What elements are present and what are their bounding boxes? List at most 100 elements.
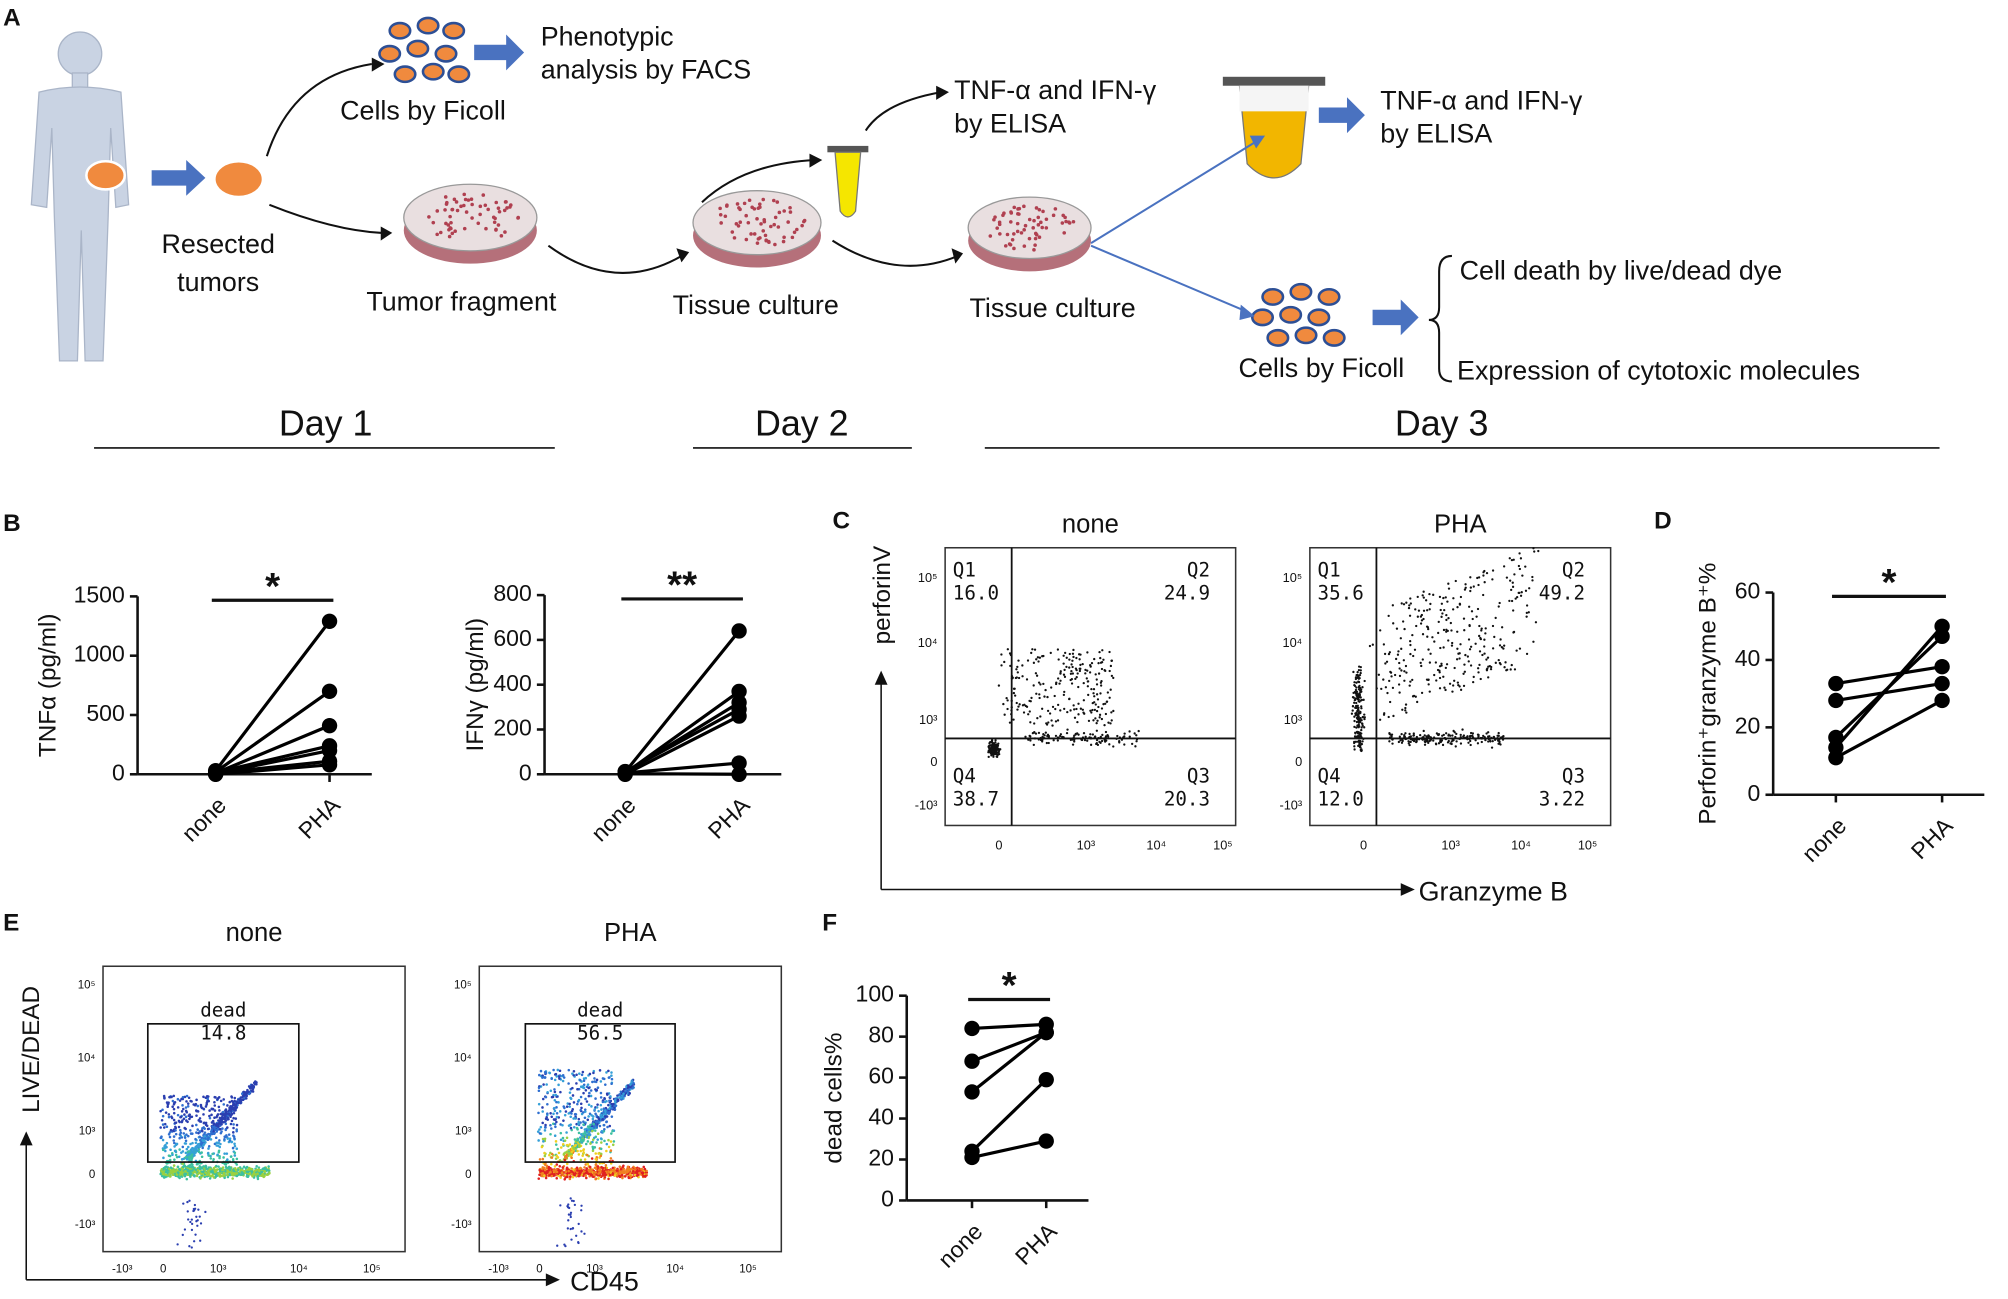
- event-dot: [1440, 662, 1443, 665]
- event-dot: [1062, 693, 1066, 697]
- event-dot: [1498, 601, 1501, 605]
- event-dot: [1408, 604, 1411, 607]
- flow-plot-frame: [1309, 546, 1612, 827]
- event-dot: [583, 1232, 586, 1235]
- event-dot: [1105, 700, 1109, 703]
- speckle: [997, 222, 1002, 227]
- event-dot: [162, 1166, 166, 1170]
- event-dot: [1360, 690, 1363, 693]
- event-dot: [1097, 705, 1100, 709]
- event-dot: [1424, 599, 1428, 602]
- event-dot: [179, 1115, 183, 1119]
- speckle: [438, 230, 443, 235]
- event-dot: [592, 1122, 595, 1126]
- speckle: [777, 210, 782, 215]
- event-dot: [612, 1140, 616, 1143]
- event-dot: [1431, 636, 1434, 639]
- quadrant-name: Q2: [1187, 558, 1210, 581]
- speckle: [499, 234, 504, 238]
- event-dot: [565, 1131, 568, 1134]
- event-dot: [610, 1115, 614, 1118]
- event-dot: [260, 1170, 264, 1174]
- flow-x-tick: 10³: [1077, 837, 1095, 852]
- event-dot: [1097, 672, 1101, 675]
- panel-label: F: [822, 909, 837, 936]
- gate-value: 56.5: [577, 1022, 623, 1045]
- event-dot: [210, 1129, 214, 1132]
- event-dot: [567, 1151, 570, 1155]
- event-dot: [623, 1175, 627, 1178]
- event-dot: [174, 1153, 178, 1157]
- speckle: [755, 241, 760, 245]
- event-dot: [591, 1138, 595, 1141]
- event-dot: [1461, 728, 1464, 731]
- event-dot: [1033, 648, 1037, 651]
- event-dot: [573, 1172, 576, 1176]
- block-arrows: [151, 34, 1419, 336]
- event-dot: [595, 1078, 599, 1082]
- event-dot: [246, 1170, 250, 1174]
- event-dot: [162, 1176, 166, 1179]
- event-dot: [1108, 696, 1111, 699]
- event-dot: [1064, 651, 1067, 655]
- petri-dish: [403, 183, 1092, 272]
- event-dot: [629, 1174, 632, 1178]
- event-dot: [222, 1103, 226, 1106]
- event-dot: [582, 1151, 586, 1154]
- event-dot: [211, 1152, 214, 1156]
- event-dot: [551, 1095, 555, 1099]
- event-dot: [562, 1174, 566, 1177]
- event-dot: [1467, 741, 1470, 744]
- speckle: [762, 219, 767, 224]
- event-dot: [1003, 660, 1006, 664]
- event-dot: [1354, 698, 1357, 702]
- event-dot: [232, 1102, 236, 1106]
- flow-y-tick: 10⁵: [454, 979, 472, 991]
- event-dot: [596, 1103, 599, 1106]
- event-dot: [185, 1094, 189, 1098]
- speckle: [744, 213, 748, 218]
- event-dot: [1082, 699, 1086, 702]
- significance: *: [1002, 964, 1017, 1007]
- event-dot: [1075, 656, 1078, 660]
- event-dot: [1432, 593, 1435, 596]
- event-dot: [571, 1107, 574, 1111]
- event-dot: [229, 1122, 233, 1126]
- event-dot: [572, 1117, 575, 1120]
- event-dot: [562, 1076, 566, 1079]
- event-dot: [596, 1165, 600, 1168]
- event-dot: [566, 1227, 569, 1230]
- significance: **: [667, 564, 697, 607]
- event-dot: [554, 1093, 558, 1097]
- event-dot: [1491, 624, 1495, 628]
- event-dot: [1068, 697, 1071, 701]
- event-dot: [1062, 654, 1065, 657]
- event-dot: [1361, 686, 1364, 689]
- event-dot: [216, 1153, 219, 1157]
- event-dot: [228, 1173, 232, 1177]
- event-dot: [1393, 673, 1397, 677]
- event-dot: [1433, 640, 1436, 643]
- event-dot: [1403, 733, 1406, 737]
- event-dot: [556, 1147, 559, 1151]
- event-dot: [1453, 679, 1456, 682]
- event-dot: [1083, 738, 1087, 742]
- event-dot: [604, 1173, 608, 1177]
- event-dot: [1444, 666, 1448, 670]
- event-dot: [561, 1079, 565, 1083]
- event-dot: [217, 1165, 220, 1168]
- event-dot: [161, 1138, 165, 1142]
- speckle: [1012, 246, 1016, 251]
- event-dot: [1407, 606, 1411, 610]
- diagram-shapes: [19, 16, 1940, 1287]
- event-dot: [1414, 608, 1417, 611]
- event-dot: [1016, 708, 1019, 711]
- event-dot: [188, 1199, 191, 1202]
- event-dot: [545, 1116, 548, 1119]
- event-dot: [1371, 643, 1374, 646]
- event-dot: [262, 1175, 265, 1179]
- event-dot: [1481, 653, 1484, 657]
- event-dot: [1455, 740, 1458, 743]
- flow-axis-label: LIVE/DEAD: [18, 986, 45, 1113]
- event-dot: [1361, 724, 1364, 727]
